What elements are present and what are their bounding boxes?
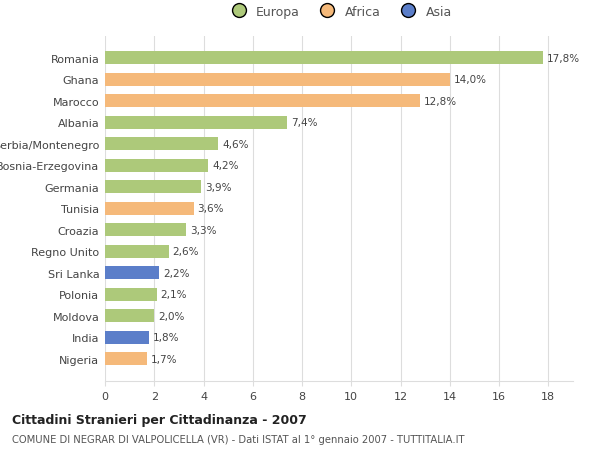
Text: 2,0%: 2,0% [158, 311, 184, 321]
Text: 1,8%: 1,8% [153, 332, 179, 342]
Text: COMUNE DI NEGRAR DI VALPOLICELLA (VR) - Dati ISTAT al 1° gennaio 2007 - TUTTITAL: COMUNE DI NEGRAR DI VALPOLICELLA (VR) - … [12, 434, 464, 444]
Text: 3,6%: 3,6% [197, 204, 224, 214]
Text: 12,8%: 12,8% [424, 97, 457, 106]
Text: 17,8%: 17,8% [547, 54, 580, 64]
Bar [105, 202, 194, 215]
Bar [105, 331, 149, 344]
Text: 4,6%: 4,6% [222, 140, 248, 150]
Bar [105, 74, 450, 87]
Text: 2,6%: 2,6% [173, 247, 199, 257]
Bar [105, 224, 186, 237]
Bar [105, 245, 169, 258]
Bar [105, 309, 154, 323]
Bar [105, 138, 218, 151]
Text: Cittadini Stranieri per Cittadinanza - 2007: Cittadini Stranieri per Cittadinanza - 2… [12, 413, 307, 426]
Text: 2,1%: 2,1% [160, 290, 187, 300]
Bar [105, 52, 544, 65]
Text: 2,2%: 2,2% [163, 268, 190, 278]
Bar [105, 288, 157, 301]
Text: 3,3%: 3,3% [190, 225, 217, 235]
Bar [105, 181, 201, 194]
Text: 3,9%: 3,9% [205, 182, 231, 192]
Bar [105, 117, 287, 129]
Legend: Europa, Africa, Asia: Europa, Africa, Asia [221, 0, 457, 23]
Text: 1,7%: 1,7% [151, 354, 177, 364]
Text: 14,0%: 14,0% [454, 75, 487, 85]
Text: 4,2%: 4,2% [212, 161, 239, 171]
Text: 7,4%: 7,4% [291, 118, 317, 128]
Bar [105, 353, 147, 365]
Bar [105, 160, 208, 173]
Bar [105, 267, 159, 280]
Bar [105, 95, 420, 108]
